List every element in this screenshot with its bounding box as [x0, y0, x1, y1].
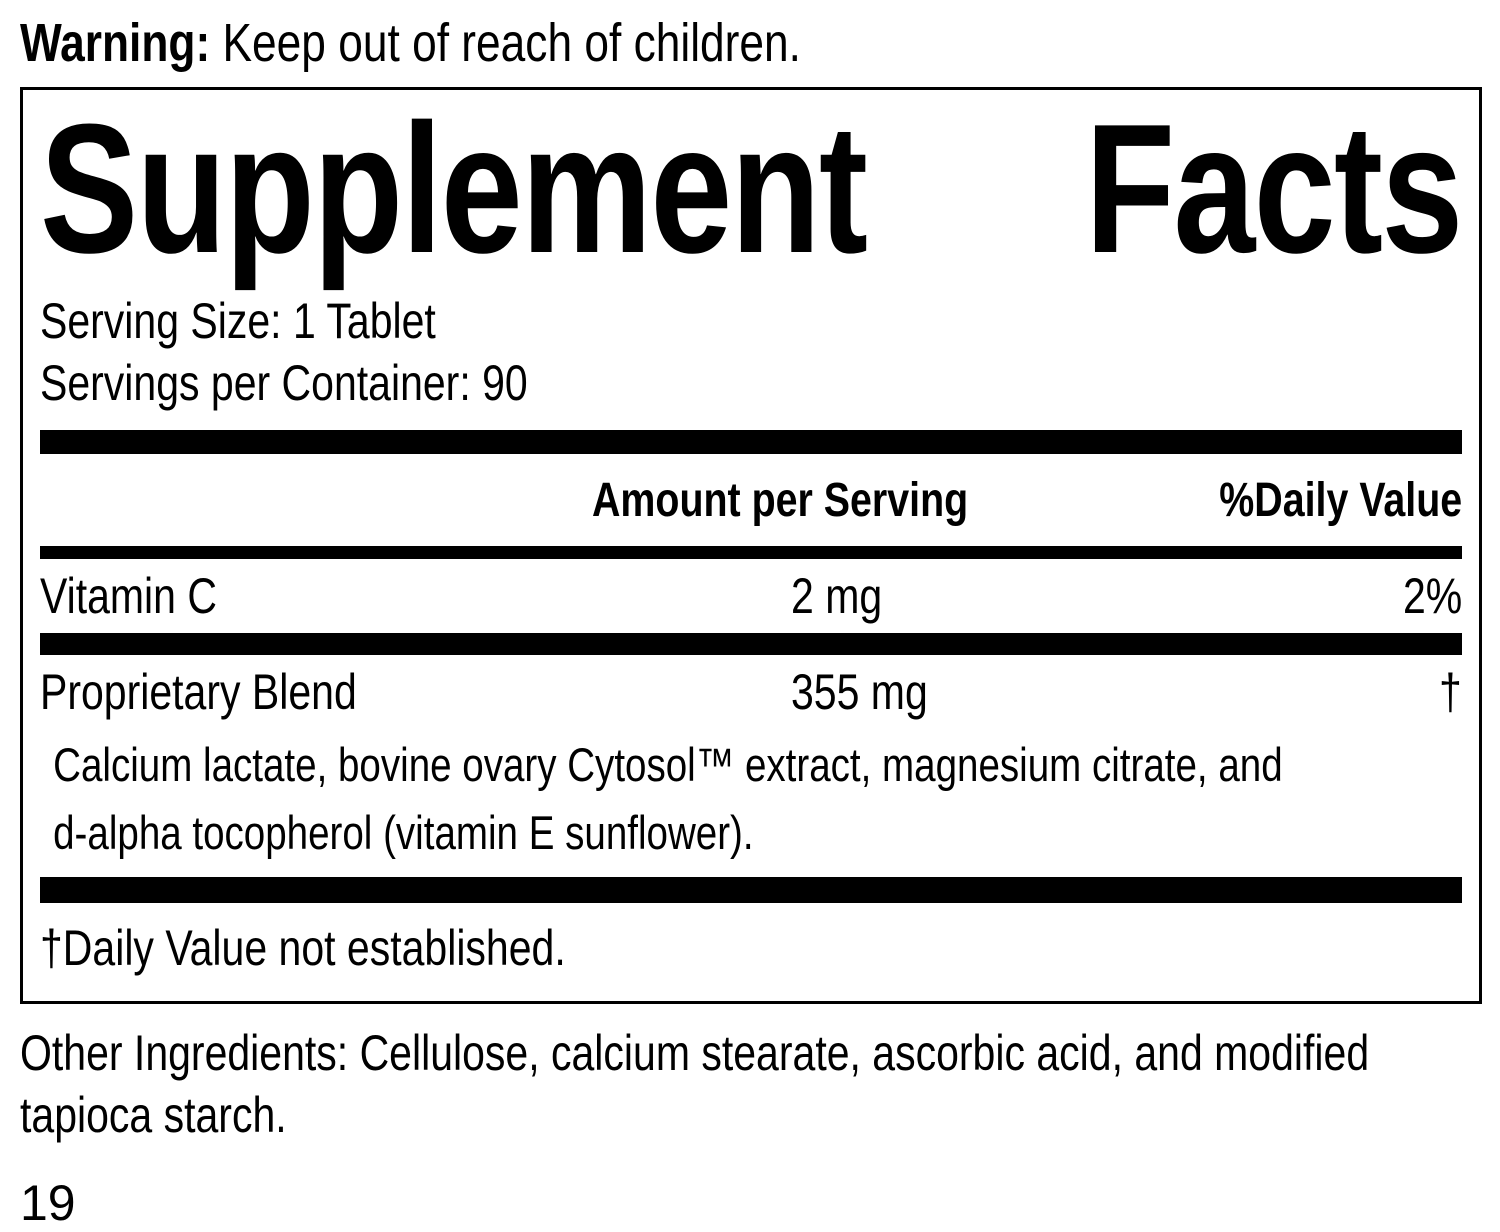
- column-header-amount-text: Amount per Serving: [591, 474, 968, 528]
- table-row-vitamin-c: Vitamin C 2 mg 2%: [40, 559, 1462, 633]
- column-header-daily-value-text: %Daily Value: [1219, 474, 1462, 528]
- servings-per-container-line: Servings per Container: 90: [40, 352, 1462, 414]
- nutrient-name: Vitamin C: [40, 568, 217, 625]
- footnote-row: †Daily Value not established.: [40, 903, 1462, 1001]
- panel-title-word-facts: Facts: [1085, 85, 1463, 292]
- servings-per-container-text: Servings per Container: 90: [40, 355, 528, 412]
- warning-text: Keep out of reach of children.: [210, 13, 801, 73]
- supplement-facts-panel: Supplement Facts Serving Size: 1 Tablet …: [20, 85, 1482, 1005]
- page-number: 19: [20, 1175, 76, 1232]
- nutrient-dv: 2%: [1402, 568, 1462, 625]
- divider-bar-mid: [40, 633, 1462, 656]
- column-header-amount: Amount per Serving: [592, 473, 1051, 528]
- column-header-daily-value: %Daily Value: [1166, 473, 1462, 528]
- nutrient-amount: 355 mg: [790, 664, 928, 721]
- footnote-text: †Daily Value not established.: [40, 920, 566, 977]
- column-header-row: Amount per Serving %Daily Value: [40, 454, 1462, 546]
- nutrient-name: Proprietary Blend: [40, 664, 357, 721]
- blend-description: Calcium lactate, bovine ovary Cytosol™ e…: [40, 729, 1451, 877]
- panel-title: Supplement Facts: [40, 85, 1464, 292]
- blend-description-line2: d-alpha tocopherol (vitamin E sunflower)…: [53, 806, 754, 860]
- nutrient-dv: †: [1439, 664, 1462, 721]
- divider-bar-thin: [40, 546, 1462, 560]
- nutrient-amount: 2 mg: [790, 568, 882, 625]
- divider-bar-thick-bottom: [40, 877, 1462, 904]
- serving-size-text: Serving Size: 1 Tablet: [40, 293, 436, 350]
- divider-bar-thick-top: [40, 430, 1462, 455]
- blend-description-line1: Calcium lactate, bovine ovary Cytosol™ e…: [53, 738, 1283, 792]
- other-ingredients: Other Ingredients: Cellulose, calcium st…: [20, 1025, 1370, 1144]
- warning-text-wrapper: Warning: Keep out of reach of children.: [20, 13, 801, 73]
- serving-info: Serving Size: 1 Tablet Servings per Cont…: [40, 290, 1462, 414]
- serving-size-line: Serving Size: 1 Tablet: [40, 290, 1462, 352]
- panel-title-word-supplement: Supplement: [40, 85, 868, 292]
- warning-label: Warning:: [20, 13, 211, 73]
- warning-line: Warning: Keep out of reach of children.: [20, 13, 1482, 73]
- table-row-proprietary-blend: Proprietary Blend 355 mg †: [40, 655, 1462, 729]
